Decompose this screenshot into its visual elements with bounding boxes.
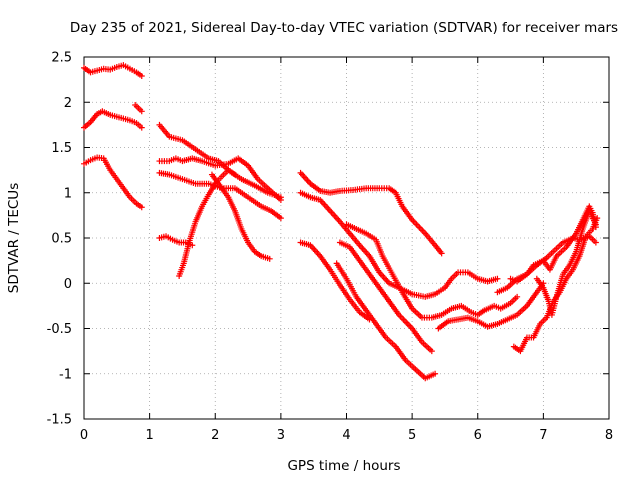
data-point <box>494 275 501 282</box>
series-s14 <box>343 221 521 321</box>
series-s09 <box>176 167 238 280</box>
x-axis-label: GPS time / hours <box>287 458 400 474</box>
series-s17 <box>435 280 547 332</box>
series-s02 <box>81 108 145 131</box>
data-point <box>428 348 435 355</box>
y-tick-label: -1.5 <box>47 413 72 428</box>
series-s20 <box>510 215 601 355</box>
data-markers <box>81 62 601 382</box>
grid-lines <box>84 57 609 419</box>
series-s01 <box>81 62 145 80</box>
data-point <box>138 73 145 80</box>
x-tick-label: 5 <box>408 428 416 443</box>
data-point <box>231 171 238 178</box>
series-s11 <box>297 169 445 257</box>
chart-title: Day 235 of 2021, Sidereal Day-to-day VTE… <box>70 20 618 36</box>
series-s03 <box>132 101 145 115</box>
series-s15 <box>336 239 435 355</box>
data-point <box>138 204 145 211</box>
axis-ticks: 0 1 2 3 4 5 6 7 8 2.5 2 1.5 1 0.5 0 -0.5 -1 -1.5 <box>47 51 614 444</box>
y-tick-label: 2 <box>64 96 72 111</box>
series-s10 <box>208 171 273 262</box>
y-tick-label: 2.5 <box>51 51 72 66</box>
x-tick-label: 4 <box>342 428 350 443</box>
data-point <box>138 108 145 115</box>
data-point <box>592 239 599 246</box>
x-tick-label: 0 <box>80 428 88 443</box>
series-s04 <box>81 154 145 211</box>
data-point <box>432 370 439 377</box>
y-axis-label: SDTVAR / TECUs <box>6 183 22 293</box>
data-point <box>189 242 196 249</box>
x-tick-label: 7 <box>539 428 547 443</box>
data-point <box>266 255 273 262</box>
data-point <box>277 196 284 203</box>
x-tick-label: 8 <box>605 428 613 443</box>
plot-border <box>83 56 610 420</box>
plot-frame <box>83 56 610 420</box>
data-point <box>438 250 445 257</box>
series-s21 <box>533 207 599 318</box>
x-tick-label: 3 <box>277 428 285 443</box>
series-s13 <box>297 239 373 323</box>
y-tick-label: 1.5 <box>51 141 72 156</box>
x-tick-label: 2 <box>211 428 219 443</box>
x-tick-label: 1 <box>145 428 153 443</box>
y-tick-label: 1 <box>64 186 72 201</box>
data-point <box>138 124 145 131</box>
y-tick-label: -1 <box>59 367 72 382</box>
series-s06 <box>156 155 284 203</box>
x-tick-label: 6 <box>474 428 482 443</box>
y-tick-label: 0.5 <box>51 232 72 247</box>
y-tick-label: -0.5 <box>47 322 72 337</box>
y-tick-label: 0 <box>64 277 72 292</box>
data-point <box>592 221 599 228</box>
data-point <box>277 215 284 222</box>
data-point <box>514 293 521 300</box>
series-s16 <box>333 260 439 382</box>
